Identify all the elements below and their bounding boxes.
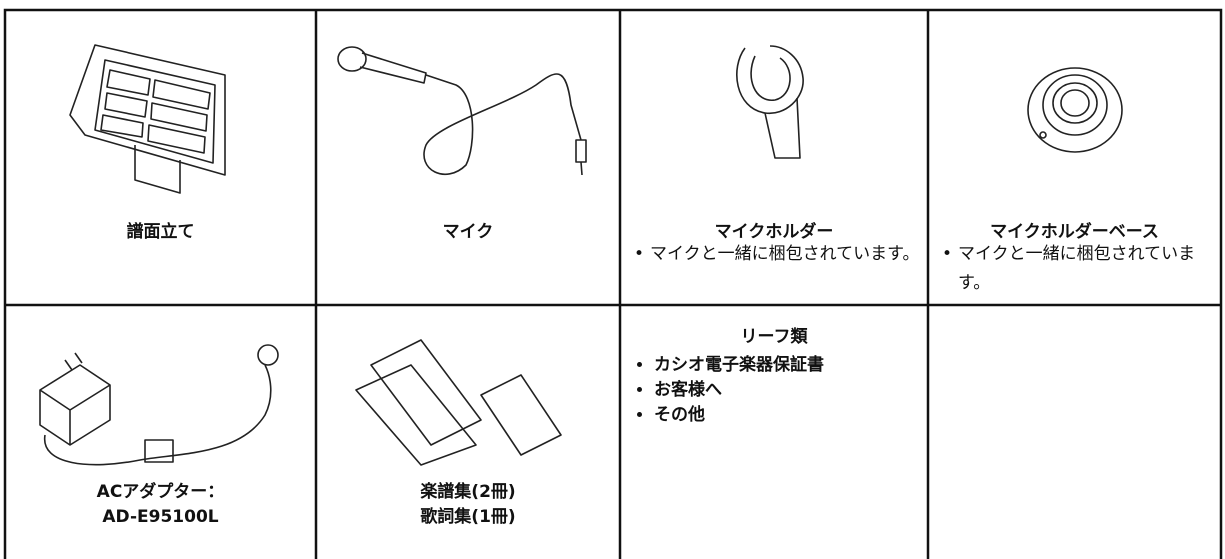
item-title: マイクホルダーベース (990, 222, 1159, 242)
list-item: その他 (654, 403, 824, 428)
cell: リーフ類 カシオ電子楽器保証書 お客様へ その他 (620, 305, 928, 559)
music-stand-illustration (69, 44, 226, 194)
cell: 譜面立て (5, 10, 316, 305)
item-title: マイク (442, 222, 494, 242)
title-line: 楽譜集(2冊) (420, 482, 516, 502)
cell: マイク (316, 10, 620, 305)
title-line: AD-E95100L (102, 507, 219, 527)
microphone-illustration (337, 46, 587, 176)
item-list: カシオ電子楽器保証書 お客様へ その他 (640, 353, 824, 428)
cell: 楽譜集(2冊) 歌詞集(1冊) (316, 305, 620, 559)
title-line: 歌詞集(1冊) (420, 507, 516, 527)
mic-holder-base-illustration (1027, 67, 1123, 153)
list-item: カシオ電子楽器保証書 (654, 353, 824, 378)
item-title: リーフ類 (740, 327, 808, 347)
mic-holder-illustration (736, 45, 804, 159)
item-title: ACアダプター： AD-E95100L (5, 480, 316, 530)
item-title: 楽譜集(2冊) 歌詞集(1冊) (316, 480, 620, 530)
cell: ACアダプター： AD-E95100L (5, 305, 316, 559)
item-note: マイクと一緒に梱包されています。 (942, 240, 1213, 298)
title-line: ACアダプター： (96, 482, 225, 502)
list-item: お客様へ (654, 378, 824, 403)
item-title: マイクホルダー (714, 222, 834, 242)
cell: マイクホルダーベース マイクと一緒に梱包されています。 (928, 10, 1221, 305)
ac-adapter-illustration (39, 344, 279, 466)
item-title: 譜面立て (126, 222, 195, 242)
cell: マイクホルダー マイクと一緒に梱包されています。 (620, 10, 928, 305)
songbooks-illustration (355, 339, 562, 466)
item-note: マイクと一緒に梱包されています。 (634, 240, 920, 269)
